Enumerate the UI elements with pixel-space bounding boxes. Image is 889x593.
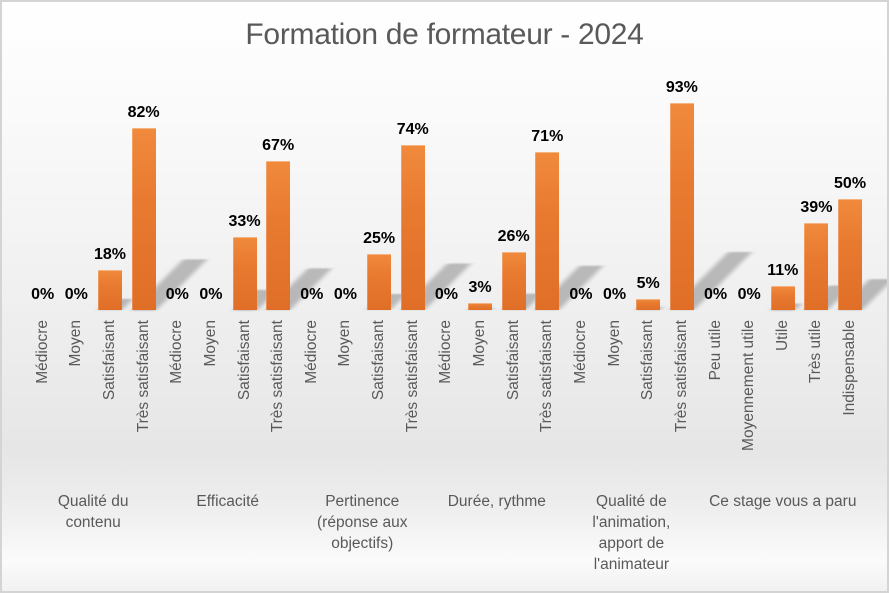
axis-tick-label: Moyen	[201, 320, 219, 367]
axis-tick-label: Satisfaisant	[235, 320, 253, 401]
axis-tick-label: Peu utile	[706, 320, 724, 381]
bar	[468, 303, 493, 310]
data-label: 0%	[603, 286, 627, 303]
data-label: 0%	[569, 286, 593, 303]
bar	[669, 103, 694, 310]
axis-tick-label: Satisfaisant	[100, 320, 118, 401]
data-label: 0%	[31, 286, 55, 303]
axis-group-label: Qualité du contenu	[57, 493, 129, 531]
axis-tick-label: Indispensable	[841, 320, 859, 416]
data-label: 0%	[703, 286, 728, 303]
bar	[367, 254, 392, 310]
bar	[770, 285, 795, 310]
data-label: 74%	[396, 121, 429, 139]
data-label: 50%	[834, 174, 867, 192]
axis-tick-label: Médiocre	[571, 320, 589, 384]
axis-tick-label: Satisfaisant	[370, 320, 388, 401]
axis-tick-label: Médiocre	[33, 320, 51, 384]
axis-tick-label: Moyen	[605, 320, 623, 367]
axis-tick-label: Très satisfaisant	[269, 320, 287, 433]
axis-tick-label: Très utile	[807, 320, 825, 384]
data-label: 18%	[93, 245, 126, 263]
bar	[501, 252, 526, 310]
chart-title: Formation de formateur - 2024	[245, 18, 644, 51]
data-label: 0%	[300, 286, 324, 303]
data-label: 39%	[800, 199, 833, 217]
axis-tick-label: Très satisfaisant	[134, 320, 152, 433]
data-label: 0%	[199, 286, 223, 303]
data-label: 3%	[468, 279, 492, 297]
bar	[400, 145, 425, 310]
axis-group-label: Ce stage vous a paru	[709, 493, 857, 510]
axis-tick-label: Médiocre	[168, 320, 186, 384]
bar	[535, 152, 560, 310]
axis-tick-label: Moyen	[67, 320, 85, 367]
data-label: 82%	[127, 103, 160, 121]
data-label: 0%	[737, 286, 761, 303]
axis-tick-label: Utile	[773, 320, 791, 352]
axis-tick-label: Très satisfaisant	[538, 320, 556, 433]
data-label: 5%	[636, 274, 660, 292]
data-label: 71%	[531, 128, 564, 145]
axis-tick-label: Médiocre	[437, 320, 455, 384]
axis-tick-label: Très satisfaisant	[672, 320, 690, 433]
bar	[636, 298, 661, 310]
data-label: 26%	[497, 228, 530, 246]
axis-group-label: Durée, rythme	[447, 493, 546, 510]
axis-tick-label: Très satisfaisant	[403, 320, 421, 433]
axis-tick-label: Moyen	[471, 320, 489, 367]
axis-tick-label: Satisfaisant	[504, 320, 522, 401]
bar	[838, 198, 863, 310]
axis-tick-label: Moyennement utile	[740, 320, 758, 451]
data-label: 0%	[64, 286, 88, 303]
axis-group-label: Pertinence (réponse aux objectifs)	[317, 493, 408, 552]
data-label: 11%	[767, 261, 799, 279]
axis-group-label: Qualité de l'animation, apport de l'anim…	[592, 493, 671, 573]
bar	[232, 236, 257, 310]
data-label: 0%	[165, 286, 189, 303]
axis-tick-label: Moyen	[336, 320, 354, 367]
data-label: 25%	[363, 230, 396, 248]
bar	[804, 223, 829, 310]
data-label: 67%	[262, 136, 295, 154]
data-label: 93%	[665, 79, 698, 96]
axis-tick-label: Satisfaisant	[639, 320, 657, 401]
axis-tick-label: Médiocre	[302, 320, 320, 384]
bar	[266, 160, 291, 310]
bar	[131, 127, 156, 310]
data-label: 0%	[434, 286, 458, 303]
bar	[97, 269, 122, 310]
data-label: 33%	[228, 212, 261, 230]
data-label: 0%	[333, 286, 358, 303]
axis-group-label: Efficacité	[196, 493, 260, 510]
